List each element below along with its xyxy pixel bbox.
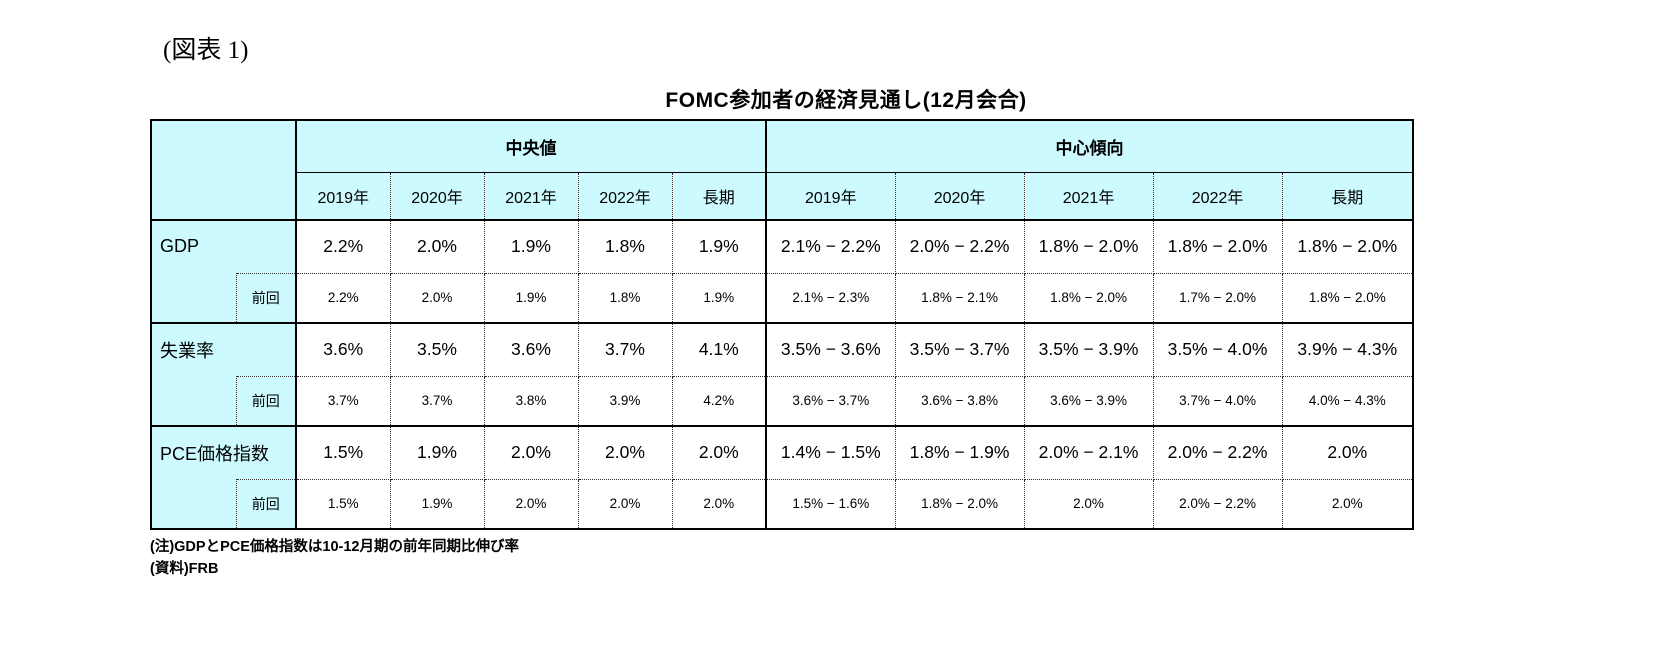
median-prev-value: 3.7% [389, 375, 485, 427]
median-value: 4.1% [671, 322, 767, 377]
range-value: 2.0% − 2.2% [1152, 425, 1283, 480]
range-prev-value: 2.0% [1023, 478, 1154, 530]
range-value: 3.5% − 4.0% [1152, 322, 1283, 377]
range-prev-value: 1.8% − 2.0% [1281, 272, 1414, 324]
range-value: 2.0% − 2.1% [1023, 425, 1154, 480]
range-value: 1.8% − 2.0% [1023, 219, 1154, 274]
range-prev-value: 4.0% − 4.3% [1281, 375, 1414, 427]
range-prev-value: 1.7% − 2.0% [1152, 272, 1283, 324]
median-value: 1.8% [577, 219, 673, 274]
year-header: 2021年 [483, 171, 579, 221]
median-value: 2.0% [483, 425, 579, 480]
row-label: GDP [150, 219, 297, 273]
pce-row: PCE価格指数 1.5% 1.9% 2.0% 2.0% 2.0% 1.4% − … [150, 425, 1414, 480]
range-prev-value: 3.6% − 3.9% [1023, 375, 1154, 427]
median-prev-value: 1.9% [389, 478, 485, 530]
year-header: 2021年 [1023, 171, 1154, 221]
range-prev-value: 1.5% − 1.6% [765, 478, 896, 530]
range-value: 3.9% − 4.3% [1281, 322, 1414, 377]
note-line: (注)GDPとPCE価格指数は10-12月期の前年同期比伸び率 [150, 539, 519, 555]
median-prev-value: 3.7% [295, 375, 391, 427]
pce-prev-row: 前回 1.5% 1.9% 2.0% 2.0% 2.0% 1.5% − 1.6% … [150, 478, 1414, 530]
range-value: 2.0% − 2.2% [894, 219, 1025, 274]
group-header-row: 中央値 中心傾向 [150, 119, 1414, 221]
median-value: 1.9% [483, 219, 579, 274]
year-header: 長期 [1281, 171, 1414, 221]
median-prev-value: 1.8% [577, 272, 673, 324]
range-prev-value: 1.8% − 2.1% [894, 272, 1025, 324]
footnotes: (注)GDPとPCE価格指数は10-12月期の前年同期比伸び率 (資料)FRB [150, 537, 1412, 581]
gdp-prev-row: 前回 2.2% 2.0% 1.9% 1.8% 1.9% 2.1% − 2.3% … [150, 272, 1414, 324]
unemployment-prev-row: 前回 3.7% 3.7% 3.8% 3.9% 4.2% 3.6% − 3.7% … [150, 375, 1414, 427]
median-value: 3.6% [295, 322, 391, 377]
row-label-spacer [150, 376, 237, 427]
table-title: FOMC参加者の経済見通し(12月会合) [665, 89, 1027, 112]
range-prev-value: 3.6% − 3.8% [894, 375, 1025, 427]
group-header-central-tendency: 中心傾向 [765, 119, 1414, 173]
range-prev-value: 1.8% − 2.0% [894, 478, 1025, 530]
row-label-spacer [150, 273, 237, 324]
forecast-table: 中央値 中心傾向 2019年 2020年 2021年 2022年 長期 2019… [150, 119, 1415, 530]
year-header: 2020年 [894, 171, 1025, 221]
median-prev-value: 1.9% [671, 272, 767, 324]
median-prev-value: 2.0% [671, 478, 767, 530]
figure-label: (図表 1) [163, 37, 249, 64]
year-header-row: 2019年 2020年 2021年 2022年 長期 2019年 2020年 2… [151, 171, 1414, 221]
row-label-spacer [150, 479, 237, 530]
row-label: 失業率 [150, 322, 297, 376]
median-value: 3.5% [389, 322, 485, 377]
median-value: 3.6% [483, 322, 579, 377]
median-prev-value: 1.5% [295, 478, 391, 530]
row-label: PCE価格指数 [150, 425, 297, 479]
range-value: 1.8% − 1.9% [894, 425, 1025, 480]
corner-cell [150, 119, 297, 221]
range-value: 2.0% [1281, 425, 1414, 480]
median-prev-value: 2.2% [295, 272, 391, 324]
median-value: 2.0% [389, 219, 485, 274]
year-header: 長期 [671, 171, 767, 221]
median-value: 1.9% [389, 425, 485, 480]
median-value: 2.0% [671, 425, 767, 480]
range-prev-value: 2.0% [1281, 478, 1414, 530]
range-value: 1.4% − 1.5% [765, 425, 896, 480]
figure-content: FOMC参加者の経済見通し(12月会合) 中央値 中心傾向 2019年 2020… [150, 84, 1415, 581]
median-prev-value: 2.0% [483, 478, 579, 530]
median-value: 2.0% [577, 425, 673, 480]
year-header: 2019年 [295, 171, 391, 221]
prev-label: 前回 [235, 375, 297, 427]
prev-label: 前回 [235, 272, 297, 324]
median-value: 2.2% [295, 219, 391, 274]
median-prev-value: 3.8% [483, 375, 579, 427]
median-value: 1.9% [671, 219, 767, 274]
range-prev-value: 2.0% − 2.2% [1152, 478, 1283, 530]
year-header: 2022年 [577, 171, 673, 221]
note-line: (資料)FRB [150, 560, 219, 577]
median-prev-value: 2.0% [577, 478, 673, 530]
unemployment-row: 失業率 3.6% 3.5% 3.6% 3.7% 4.1% 3.5% − 3.6%… [150, 322, 1414, 377]
median-prev-value: 1.9% [483, 272, 579, 324]
range-value: 3.5% − 3.6% [765, 322, 896, 377]
range-prev-value: 3.6% − 3.7% [765, 375, 896, 427]
range-value: 3.5% − 3.9% [1023, 322, 1154, 377]
range-value: 2.1% − 2.2% [765, 219, 896, 274]
median-value: 1.5% [295, 425, 391, 480]
prev-label: 前回 [235, 478, 297, 530]
year-header: 2020年 [389, 171, 485, 221]
range-value: 1.8% − 2.0% [1152, 219, 1283, 274]
median-prev-value: 3.9% [577, 375, 673, 427]
median-prev-value: 2.0% [389, 272, 485, 324]
year-header: 2019年 [765, 171, 896, 221]
group-header-median: 中央値 [295, 119, 767, 173]
range-prev-value: 1.8% − 2.0% [1023, 272, 1154, 324]
range-value: 1.8% − 2.0% [1281, 219, 1414, 274]
range-prev-value: 3.7% − 4.0% [1152, 375, 1283, 427]
gdp-row: GDP 2.2% 2.0% 1.9% 1.8% 1.9% 2.1% − 2.2%… [150, 219, 1414, 274]
range-value: 3.5% − 3.7% [894, 322, 1025, 377]
median-value: 3.7% [577, 322, 673, 377]
median-prev-value: 4.2% [671, 375, 767, 427]
year-header: 2022年 [1152, 171, 1283, 221]
range-prev-value: 2.1% − 2.3% [765, 272, 896, 324]
